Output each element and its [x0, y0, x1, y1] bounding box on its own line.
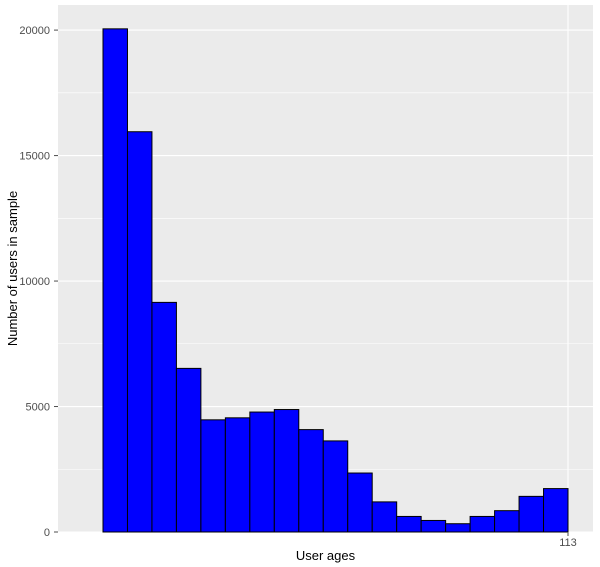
y-axis-tick-label-15000: 15000	[19, 151, 50, 163]
y-axis-tick-label-5000: 5000	[26, 402, 50, 414]
histogram-bar-10	[322, 440, 349, 533]
histogram-bar-11	[347, 472, 373, 533]
x-axis: 113	[559, 532, 577, 549]
histogram-bar-12	[371, 501, 398, 533]
x-axis-tick-label-113: 113	[559, 537, 577, 549]
histogram-bar-3	[151, 301, 177, 533]
y-axis-title: Number of users in sample	[5, 191, 20, 346]
histogram-bar-4	[175, 367, 202, 533]
y-axis-tick-label-10000: 10000	[19, 276, 50, 288]
histogram-bar-2	[126, 131, 153, 533]
histogram-bar-18	[518, 495, 545, 533]
histogram-bar-1	[102, 28, 128, 533]
bar-layer	[102, 28, 569, 533]
histogram-bar-7	[249, 411, 275, 533]
histogram-bar-5	[200, 419, 226, 533]
x-axis-title: User ages	[296, 548, 356, 563]
histogram-bar-19	[543, 488, 569, 533]
histogram-bar-17	[494, 510, 520, 533]
y-axis: 0 5000 10000 15000 20000	[19, 25, 58, 539]
histogram-bar-8	[273, 409, 300, 533]
histogram-bar-16	[469, 515, 496, 533]
histogram-bar-9	[298, 429, 324, 533]
y-axis-tick-label-0: 0	[44, 527, 50, 539]
y-axis-tick-label-20000: 20000	[19, 25, 50, 37]
histogram-bar-6	[224, 417, 251, 533]
histogram-bar-14	[420, 519, 447, 533]
histogram-bar-15	[445, 523, 471, 533]
histogram-bar-13	[396, 515, 422, 533]
